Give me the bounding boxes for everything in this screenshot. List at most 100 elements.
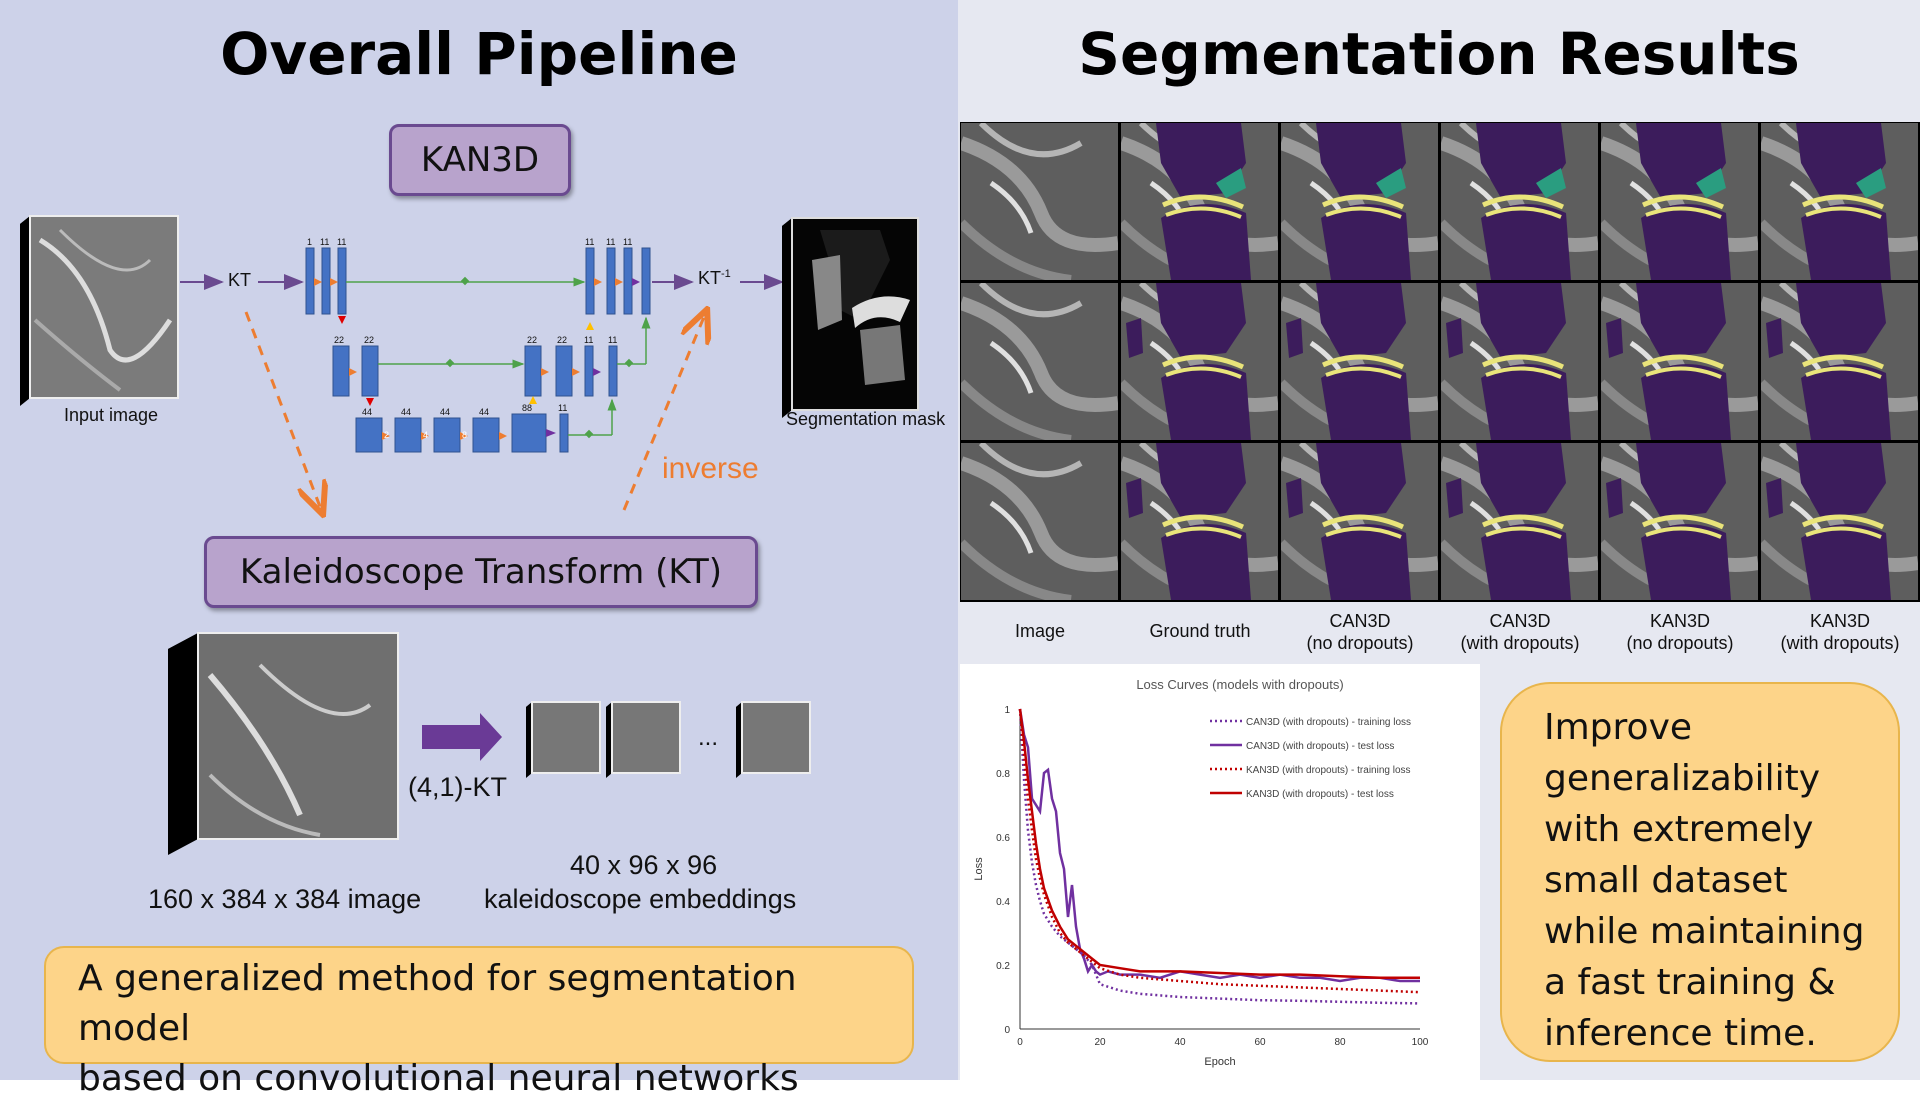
result-cell [1121, 283, 1278, 440]
series-line [1018, 708, 1421, 994]
summary-line-1: A generalized method for segmentation mo… [78, 958, 797, 1049]
column-header-line1: CAN3D [1329, 611, 1391, 631]
ellipsis-label: ... [698, 724, 719, 751]
segmentation-mask-label: Segmentation mask [786, 409, 946, 429]
column-header-line2: (no dropouts) [1626, 633, 1734, 653]
series-line [1018, 708, 1420, 980]
result-cell [1601, 443, 1758, 600]
y-tick-label: 0.8 [996, 769, 1010, 780]
y-tick-label: 0.4 [996, 897, 1010, 908]
result-cell [1281, 123, 1438, 280]
kt-label: KT [228, 270, 252, 290]
column-header-line1: KAN3D [1649, 611, 1711, 631]
result-cell [1281, 443, 1438, 600]
series-line [1018, 708, 1420, 983]
svg-text:22: 22 [364, 335, 374, 345]
embed-size-label: 40 x 96 x 96 [570, 850, 718, 880]
column-header-line1: CAN3D [1489, 611, 1551, 631]
y-tick-label: 0.6 [996, 833, 1010, 844]
result-cell [1121, 443, 1278, 600]
column-header: Image [960, 620, 1120, 642]
svg-text:11: 11 [320, 237, 329, 247]
series-line [1018, 708, 1421, 1005]
input-image-label: Input image [64, 405, 159, 425]
legend-entry: KAN3D (with dropouts) - training loss [1246, 765, 1411, 776]
conclusion-line: while maintaining [1544, 911, 1865, 952]
result-cell [961, 123, 1118, 280]
result-cell [1601, 283, 1758, 440]
x-tick-label: 0 [1017, 1037, 1023, 1048]
svg-text:11: 11 [558, 403, 567, 413]
result-cell [961, 283, 1118, 440]
column-header-line1: KAN3D [1809, 611, 1871, 631]
summary-line-2: based on convolutional neural networks [78, 1058, 799, 1099]
svg-text:11: 11 [337, 237, 346, 247]
svg-text:11: 11 [623, 237, 632, 247]
kt-param-label: (4,1)-KT [408, 772, 508, 802]
legend-entry: CAN3D (with dropouts) - test loss [1246, 741, 1394, 752]
kaleidoscope-transform-label: Kaleidoscope Transform (KT) [239, 552, 723, 592]
column-header: CAN3D (no dropouts) [1280, 610, 1440, 654]
column-header: Ground truth [1120, 620, 1280, 642]
svg-text:22: 22 [557, 335, 567, 345]
result-cell [1441, 443, 1598, 600]
svg-text:11: 11 [606, 237, 615, 247]
svg-text:88: 88 [522, 403, 532, 413]
result-cell [1441, 283, 1598, 440]
result-cell [1761, 443, 1918, 600]
conclusion-line: inference time. [1544, 1013, 1817, 1054]
conclusion-line: generalizability [1544, 758, 1821, 799]
svg-text:11: 11 [585, 237, 594, 247]
pipeline-title: Overall Pipeline [220, 20, 738, 88]
unet-network [305, 247, 651, 453]
x-axis-label: Epoch [1204, 1056, 1235, 1068]
column-header-line1: Ground truth [1149, 621, 1251, 641]
x-tick-label: 40 [1174, 1037, 1186, 1048]
column-header: KAN3D (no dropouts) [1600, 610, 1760, 654]
loss-chart-svg: Loss Curves (models with dropouts) 0 0.2 0.… [973, 677, 1429, 1068]
summary-callout: A generalized method for segmentation mo… [44, 946, 914, 1099]
chart-title: Loss Curves (models with dropouts) [1136, 677, 1343, 692]
segmentation-mask-volume [782, 217, 919, 418]
inverse-label: inverse [662, 452, 759, 485]
kan3d-label: KAN3D [420, 140, 540, 180]
y-tick-label: 0 [1004, 1025, 1010, 1036]
column-header-line2: (with dropouts) [1780, 633, 1900, 653]
x-tick-label: 100 [1412, 1037, 1429, 1048]
results-grid [960, 122, 1920, 602]
svg-text:4: 4 [423, 430, 428, 440]
kaleidoscope-transform-box: Kaleidoscope Transform (KT) [204, 536, 758, 608]
svg-text:44: 44 [440, 407, 450, 417]
large-image-volume [168, 632, 399, 855]
kt-inverse-label: KT-1 [698, 268, 731, 289]
input-image-volume [20, 215, 179, 406]
conclusion-line: a fast training & [1544, 962, 1836, 1003]
legend-entry: CAN3D (with dropouts) - training loss [1246, 717, 1411, 728]
svg-text:8: 8 [462, 430, 467, 440]
result-cell [1441, 123, 1598, 280]
result-cell [1761, 123, 1918, 280]
svg-text:1: 1 [307, 237, 312, 247]
result-cell [961, 443, 1118, 600]
column-header: KAN3D (with dropouts) [1760, 610, 1920, 654]
kt-inverse-sup: -1 [721, 268, 731, 280]
result-cell [1281, 283, 1438, 440]
pipeline-diagram: 1 11 11 22 22 44 44 44 44 88 11 22 22 11… [20, 215, 919, 760]
svg-text:2: 2 [384, 430, 389, 440]
svg-text:11: 11 [608, 335, 617, 345]
conclusion-line: with extremely [1544, 809, 1814, 850]
result-cell [1761, 283, 1918, 440]
svg-text:44: 44 [362, 407, 372, 417]
svg-text:44: 44 [479, 407, 489, 417]
kt-inverse-text: KT [698, 268, 722, 288]
result-cell [1601, 123, 1758, 280]
column-header-line2: (with dropouts) [1460, 633, 1580, 653]
y-axis-label: Loss [973, 857, 985, 881]
embed-desc-label: kaleidoscope embeddings [484, 884, 797, 914]
conclusion-line: Improve [1544, 707, 1693, 748]
kt-arrow [422, 713, 502, 761]
result-cell [1121, 123, 1278, 280]
kan3d-box: KAN3D [389, 124, 571, 196]
column-header-line2: (no dropouts) [1306, 633, 1414, 653]
embedding-cubes [526, 701, 811, 778]
